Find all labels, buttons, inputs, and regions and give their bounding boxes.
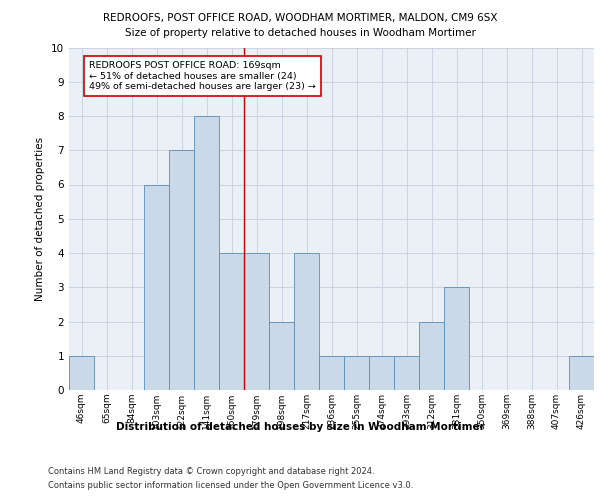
- Bar: [269, 322, 294, 390]
- Bar: [319, 356, 344, 390]
- Bar: [194, 116, 219, 390]
- Bar: [569, 356, 594, 390]
- Text: Size of property relative to detached houses in Woodham Mortimer: Size of property relative to detached ho…: [125, 28, 475, 38]
- Bar: [294, 253, 319, 390]
- Bar: [219, 253, 244, 390]
- Bar: [344, 356, 369, 390]
- Bar: [419, 322, 444, 390]
- Bar: [369, 356, 394, 390]
- Y-axis label: Number of detached properties: Number of detached properties: [35, 136, 46, 301]
- Text: Contains HM Land Registry data © Crown copyright and database right 2024.: Contains HM Land Registry data © Crown c…: [48, 468, 374, 476]
- Bar: [144, 184, 169, 390]
- Bar: [394, 356, 419, 390]
- Bar: [69, 356, 94, 390]
- Text: Contains public sector information licensed under the Open Government Licence v3: Contains public sector information licen…: [48, 481, 413, 490]
- Text: REDROOFS, POST OFFICE ROAD, WOODHAM MORTIMER, MALDON, CM9 6SX: REDROOFS, POST OFFICE ROAD, WOODHAM MORT…: [103, 12, 497, 22]
- Text: Distribution of detached houses by size in Woodham Mortimer: Distribution of detached houses by size …: [116, 422, 484, 432]
- Bar: [169, 150, 194, 390]
- Bar: [244, 253, 269, 390]
- Bar: [444, 287, 469, 390]
- Text: REDROOFS POST OFFICE ROAD: 169sqm
← 51% of detached houses are smaller (24)
49% : REDROOFS POST OFFICE ROAD: 169sqm ← 51% …: [89, 61, 316, 91]
